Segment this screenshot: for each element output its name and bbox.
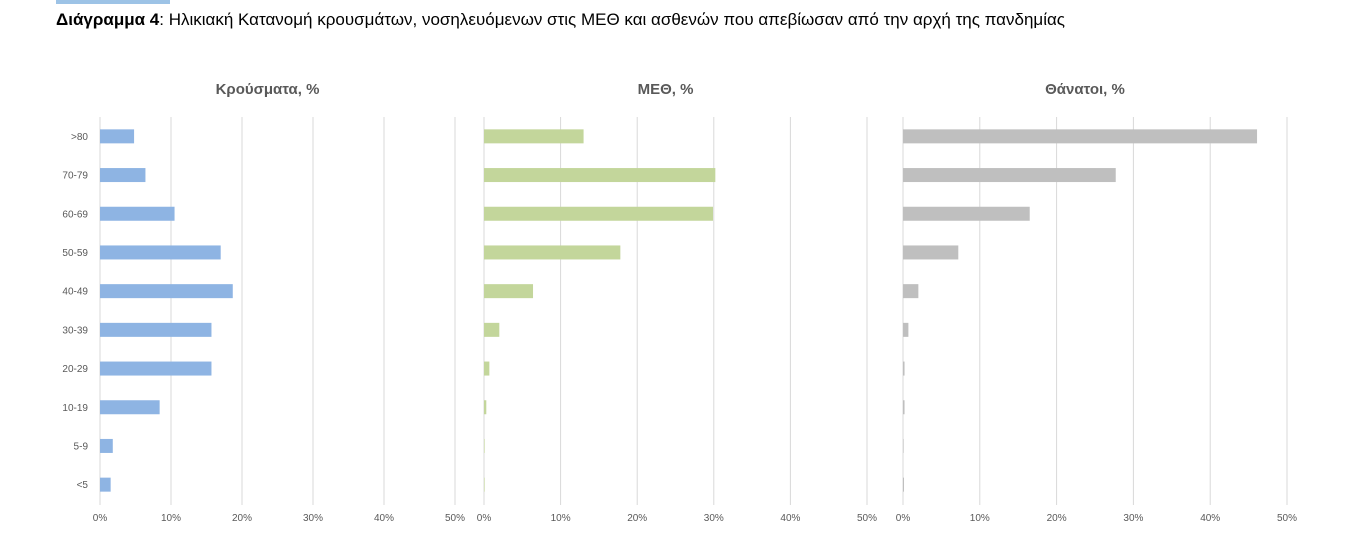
panel-1-bar [100,206,175,221]
panel-2-x-tick-label: 10% [551,513,571,524]
panel-3-x-tick-label: 10% [970,513,990,524]
panel-2-bar [484,438,485,453]
panel-2-bar [484,400,487,415]
panel-1-bar [100,361,212,376]
panel-2-x-tick-label: 30% [704,513,724,524]
panel-1-bar [100,284,233,299]
figure-caption-label: Διάγραμμα 4 [56,10,160,29]
panel-3-bar [903,284,919,299]
panel-2-bar [484,322,500,337]
panel-1-bar [100,477,111,492]
panel-3-x-tick-label: 0% [896,513,911,524]
category-label: 20-29 [62,364,88,375]
panel-3-title: Θάνατοι, % [1045,81,1125,98]
panel-2-bar [484,168,716,183]
category-label: 40-49 [62,287,88,298]
category-label: >80 [71,132,88,143]
panel-2-bar [484,245,621,260]
panel-3-x-tick-label: 50% [1277,513,1297,524]
panel-1-bar [100,129,135,144]
panel-3-bar [903,361,905,376]
panel-1-bar [100,168,146,183]
category-label: 30-39 [62,325,88,336]
panel-1-x-tick-label: 30% [303,513,323,524]
panel-2-x-tick-label: 20% [627,513,647,524]
panel-3-bar [903,477,904,492]
panel-2-bar [484,477,485,492]
panel-1-x-tick-label: 20% [232,513,252,524]
panel-2-title: ΜΕΘ, % [638,81,694,98]
category-label: 5-9 [74,441,89,452]
figure-caption-text: Ηλικιακή Κατανομή κρουσμάτων, νοσηλευόμε… [168,10,1065,29]
panel-1-x-tick-label: 40% [374,513,394,524]
panel-1-x-tick-label: 50% [445,513,465,524]
panel-1-title: Κρούσματα, % [216,81,320,98]
panel-3-bar [903,400,905,415]
panel-1-bar [100,400,160,415]
panel-2-bar [484,284,534,299]
panel-2-bar [484,361,490,376]
panel-1-bar [100,438,113,453]
figure-caption-separator: : [159,10,169,29]
panel-3-x-tick-label: 20% [1047,513,1067,524]
panel-3-x-tick-label: 40% [1200,513,1220,524]
category-label: 50-59 [62,248,88,259]
panel-3-bar [903,438,904,453]
category-label: 60-69 [62,209,88,220]
panel-3-bar [903,206,1030,221]
category-label: 70-79 [62,171,88,182]
panel-1-x-tick-label: 10% [161,513,181,524]
panel-2-x-tick-label: 0% [477,513,492,524]
header-accent-strip [56,0,170,4]
panel-1-bar [100,245,221,260]
panel-2-x-tick-label: 50% [857,513,877,524]
figure-caption: Διάγραμμα 4: Ηλικιακή Κατανομή κρουσμάτω… [56,10,1065,30]
panel-2-bar [484,206,714,221]
panel-3-bar [903,322,909,337]
panel-3-bar [903,168,1116,183]
panel-2-x-tick-label: 40% [780,513,800,524]
panel-3-bar [903,245,959,260]
panel-3-x-tick-label: 30% [1123,513,1143,524]
panel-2-bar [484,129,584,144]
panel-1-x-tick-label: 0% [93,513,108,524]
panel-1-bar [100,322,212,337]
category-label: <5 [77,480,89,491]
panel-3-bar [903,129,1258,144]
category-label: 10-19 [62,403,88,414]
